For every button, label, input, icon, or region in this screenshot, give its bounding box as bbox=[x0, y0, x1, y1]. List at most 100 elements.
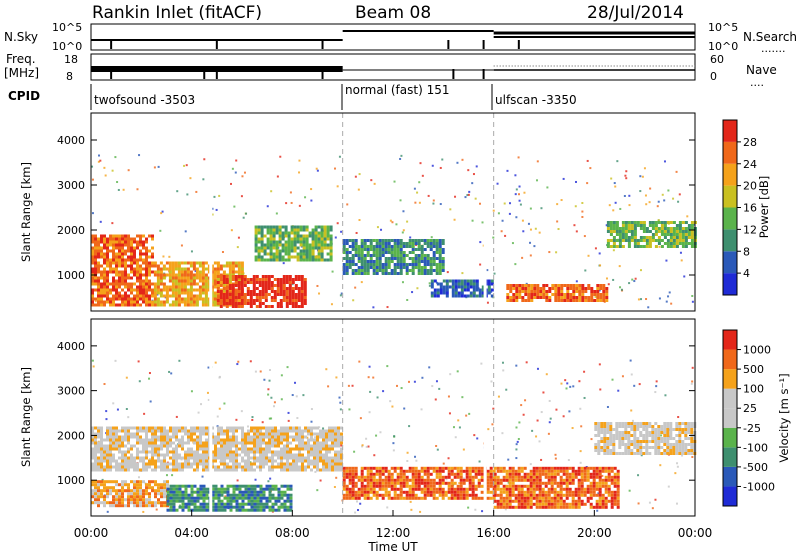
velocity-region-2-cell bbox=[203, 500, 206, 503]
power-region-4-cell bbox=[403, 254, 406, 257]
power-region-1-cell bbox=[199, 286, 202, 289]
velocity-region-2-cell bbox=[254, 497, 257, 500]
velocity-region-1-cell bbox=[238, 448, 241, 451]
power-region-6-cell bbox=[566, 293, 569, 296]
velocity-region-3-cell bbox=[406, 485, 409, 488]
power-region-2-cell bbox=[259, 299, 262, 302]
power-region-2-cell bbox=[265, 287, 268, 290]
power-region-4-cell bbox=[382, 263, 385, 266]
power-region-3-cell bbox=[273, 238, 276, 241]
power-ytick-label: 3000 bbox=[57, 179, 85, 192]
velocity-scatter-cell bbox=[294, 382, 296, 384]
velocity-region-1-cell bbox=[136, 451, 139, 454]
power-region-4-cell bbox=[358, 272, 361, 275]
power-region-4-cell bbox=[400, 239, 403, 242]
velocity-region-1-cell bbox=[232, 463, 235, 466]
velocity-region-3-cell bbox=[397, 488, 400, 491]
velocity-region-1-cell bbox=[286, 442, 289, 445]
power-region-0-cell bbox=[109, 238, 112, 241]
velocity-region-1-cell bbox=[223, 469, 226, 472]
power-region-0-cell bbox=[115, 259, 118, 262]
power-region-1-cell bbox=[184, 280, 187, 283]
power-region-5-cell bbox=[464, 283, 467, 286]
power-scatter-cell bbox=[241, 175, 243, 177]
power-region-1-cell bbox=[175, 301, 178, 304]
date-label: 28/Jul/2014 bbox=[587, 3, 684, 23]
power-region-3-cell bbox=[306, 253, 309, 256]
velocity-region-3-cell bbox=[415, 485, 418, 488]
power-region-3-cell bbox=[270, 259, 273, 262]
velocity-region-1-cell bbox=[280, 454, 283, 457]
power-scatter-cell bbox=[374, 183, 376, 185]
power-region-0-cell bbox=[139, 235, 142, 238]
power-region-1-cell bbox=[214, 274, 217, 277]
power-region-3-cell bbox=[255, 235, 258, 238]
velocity-region-0-cell bbox=[139, 492, 142, 495]
velocity-region-0-cell bbox=[145, 504, 148, 507]
velocity-region-1-cell bbox=[178, 466, 181, 469]
velocity-region-1-cell bbox=[190, 430, 193, 433]
power-region-4-cell bbox=[400, 272, 403, 275]
power-region-0-cell bbox=[118, 304, 121, 307]
power-region-7-cell bbox=[658, 221, 661, 224]
power-region-4-cell bbox=[346, 260, 349, 263]
velocity-scatter-cell bbox=[453, 426, 455, 428]
power-region-2-cell bbox=[289, 302, 292, 305]
velocity-region-1-cell bbox=[235, 463, 238, 466]
power-region-2-cell bbox=[256, 281, 259, 284]
power-scatter-cell bbox=[649, 201, 651, 203]
power-region-2-cell bbox=[256, 299, 259, 302]
power-region-7-cell bbox=[688, 233, 691, 236]
velocity-region-3-cell bbox=[457, 467, 460, 470]
power-region-4-cell bbox=[361, 245, 364, 248]
velocity-region-3-cell bbox=[487, 479, 490, 482]
power-data-gap-1 bbox=[484, 113, 487, 311]
power-region-0-cell bbox=[136, 271, 139, 274]
velocity-region-3-cell bbox=[400, 473, 403, 476]
velocity-region-1-cell bbox=[136, 442, 139, 445]
velocity-scatter-cell bbox=[379, 431, 381, 433]
velocity-region-1-cell bbox=[265, 427, 268, 430]
velocity-region-3-cell bbox=[448, 473, 451, 476]
velocity-scatter-cell bbox=[421, 408, 423, 410]
velocity-region-2-cell bbox=[182, 506, 185, 509]
power-region-2-cell bbox=[283, 281, 286, 284]
velocity-region-1-cell bbox=[175, 439, 178, 442]
power-region-7-cell bbox=[607, 230, 610, 233]
power-region-2-cell bbox=[256, 278, 259, 281]
velocity-region-1-cell bbox=[313, 442, 316, 445]
velocity-region-1-cell bbox=[322, 454, 325, 457]
velocity-region-3-cell bbox=[451, 488, 454, 491]
power-region-5-cell bbox=[452, 280, 455, 283]
power-region-5-cell bbox=[488, 289, 491, 292]
velocity-region-1-cell bbox=[229, 454, 232, 457]
velocity-region-3-cell bbox=[361, 494, 364, 497]
power-scatter-cell bbox=[612, 209, 614, 211]
velocity-region-3-cell bbox=[475, 476, 478, 479]
velocity-region-2-cell bbox=[266, 500, 269, 503]
power-region-3-cell bbox=[297, 226, 300, 229]
velocity-region-0-cell bbox=[118, 492, 121, 495]
power-region-5-cell bbox=[458, 286, 461, 289]
velocity-region-0-cell bbox=[112, 504, 115, 507]
velocity-region-1-cell bbox=[127, 451, 130, 454]
power-region-2-cell bbox=[235, 299, 238, 302]
power-region-1-cell bbox=[163, 283, 166, 286]
velocity-scatter-cell bbox=[498, 396, 500, 398]
velocity-region-3-cell bbox=[490, 479, 493, 482]
power-region-0-cell bbox=[124, 304, 127, 307]
power-region-0-cell bbox=[148, 235, 151, 238]
velocity-region-1-cell bbox=[271, 463, 274, 466]
velocity-region-1-cell bbox=[157, 427, 160, 430]
power-region-6-cell bbox=[512, 287, 515, 290]
velocity-region-0-cell bbox=[136, 480, 139, 483]
power-colorbar-cell bbox=[723, 229, 737, 251]
power-scatter-cell bbox=[624, 195, 626, 197]
power-region-0-cell bbox=[112, 271, 115, 274]
velocity-region-1-cell bbox=[169, 430, 172, 433]
power-region-4-cell bbox=[397, 242, 400, 245]
power-region-2-cell bbox=[295, 278, 298, 281]
velocity-region-2-cell bbox=[203, 485, 206, 488]
power-region-0-cell bbox=[145, 259, 148, 262]
power-region-1-cell bbox=[193, 274, 196, 277]
